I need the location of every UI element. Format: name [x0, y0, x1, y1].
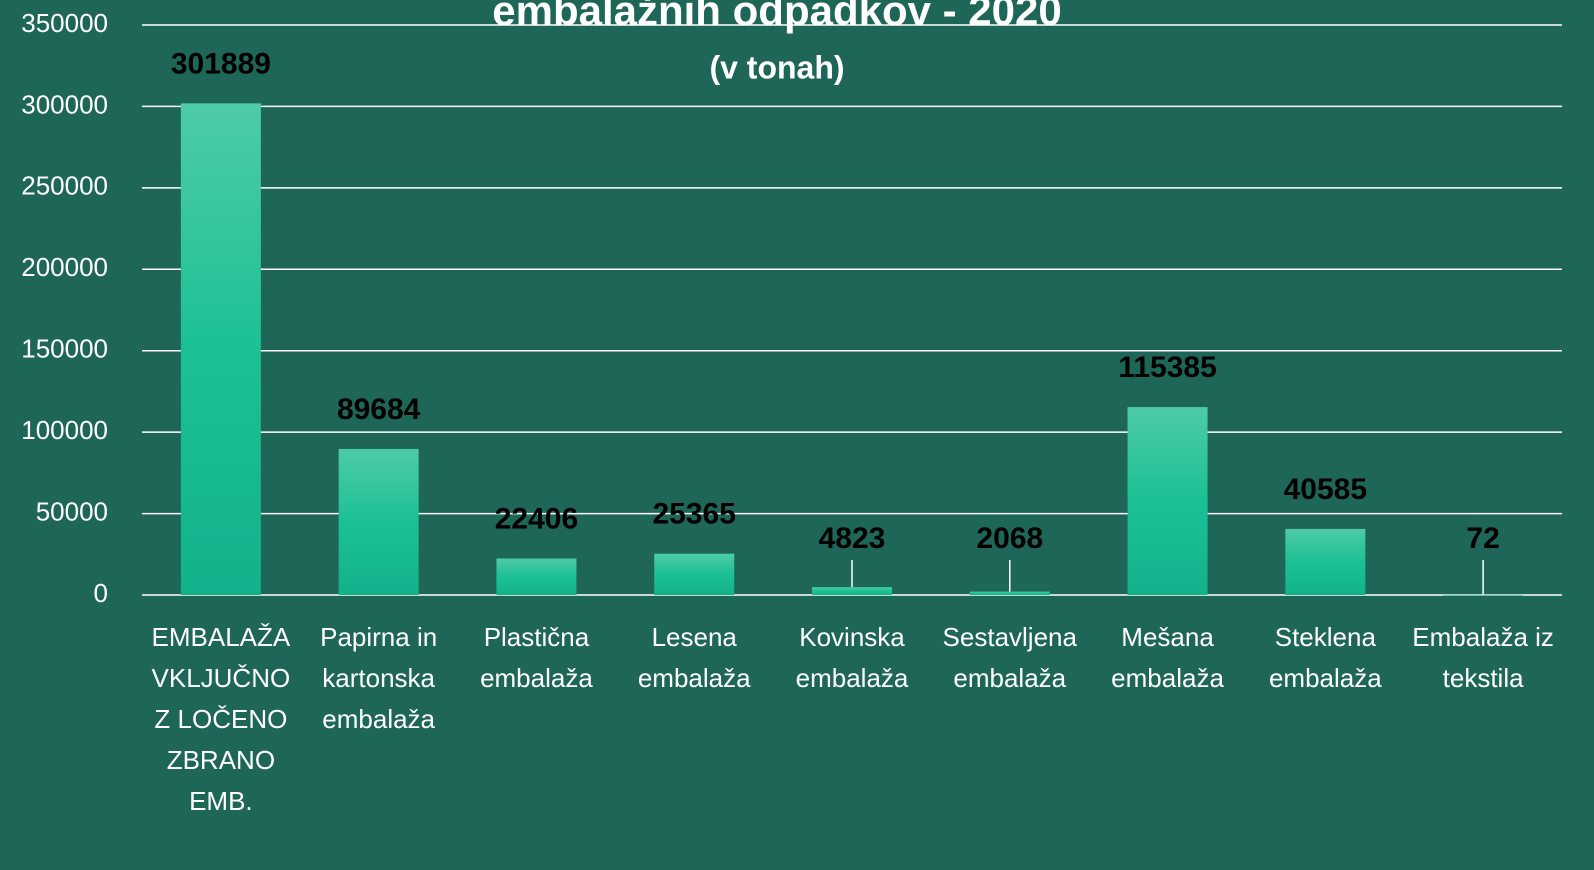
data-label: 89684: [337, 393, 421, 426]
bar: [1285, 528, 1366, 595]
y-tick-label: 50000: [36, 496, 108, 526]
x-tick-label: Papirna in kartonska embalaža: [320, 622, 438, 734]
bar: [654, 553, 735, 595]
chart-subtitle: (v tonah): [709, 49, 844, 85]
data-label: 22406: [495, 502, 578, 535]
chart-title: embalažnih odpadkov - 2020: [492, 0, 1062, 34]
data-label: 115385: [1118, 351, 1216, 384]
y-tick-label: 350000: [21, 8, 108, 38]
data-label: 301889: [171, 47, 271, 80]
y-tick-label: 100000: [21, 415, 108, 445]
x-tick-label: Lesena embalaža: [637, 622, 751, 693]
x-tick-label: Kovinska embalaža: [795, 622, 909, 693]
data-label: 40585: [1284, 473, 1367, 506]
bar: [1443, 594, 1524, 596]
data-label: 25365: [653, 498, 736, 531]
bar: [338, 448, 419, 595]
y-tick-label: 150000: [21, 334, 108, 364]
x-tick-label: EMBALAŽA VKLJUČNO Z LOČENO ZBRANO EMB.: [151, 622, 291, 816]
x-tick-label: Steklena embalaža: [1268, 622, 1382, 693]
x-tick-label: Sestavljena embalaža: [942, 622, 1077, 693]
y-tick-label: 0: [94, 578, 108, 608]
y-tick-label: 250000: [21, 171, 108, 201]
x-tick-label: Plastična embalaža: [480, 622, 593, 693]
bar: [1127, 407, 1208, 595]
bar: [180, 103, 261, 595]
data-label: 4823: [819, 522, 886, 555]
bar: [496, 558, 577, 595]
y-tick-label: 200000: [21, 252, 108, 282]
x-tick-label: Embalaža iz tekstila: [1412, 622, 1554, 693]
bar: [812, 587, 892, 595]
data-label: 72: [1466, 522, 1499, 555]
bar: [969, 591, 1050, 595]
data-label: 2068: [976, 522, 1043, 555]
x-tick-label: Mešana embalaža: [1111, 622, 1224, 693]
y-tick-label: 300000: [21, 89, 108, 119]
